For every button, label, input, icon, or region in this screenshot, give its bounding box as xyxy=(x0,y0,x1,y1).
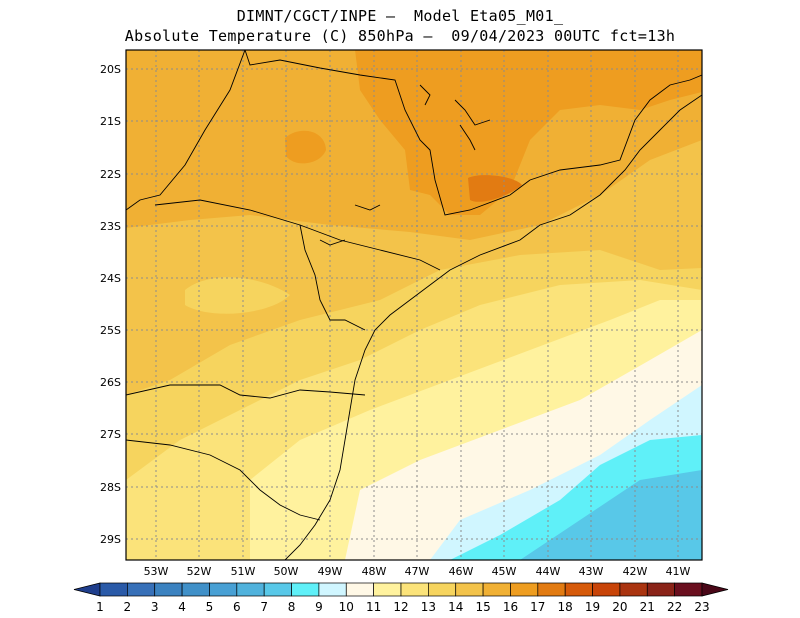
colorbar-label: 4 xyxy=(178,600,186,614)
field-14b xyxy=(185,277,290,314)
colorbar-swatch xyxy=(537,582,566,597)
colorbar-label: 13 xyxy=(421,600,436,614)
colorbar-label: 12 xyxy=(393,600,408,614)
lon-label: 48W xyxy=(362,565,387,578)
map-frame xyxy=(125,49,703,561)
colorbar-swatch xyxy=(181,582,210,597)
colorbar-swatch xyxy=(373,582,402,597)
colorbar-swatch xyxy=(127,582,156,597)
colorbar-label: 1 xyxy=(96,600,104,614)
colorbar-swatch xyxy=(154,582,183,597)
lon-label: 44W xyxy=(536,565,561,578)
colorbar-arrow-high xyxy=(701,582,729,597)
boundaries xyxy=(126,50,702,560)
lon-label: 47W xyxy=(405,565,430,578)
colorbar-swatch xyxy=(619,582,648,597)
graticule xyxy=(126,50,702,560)
lat-label: 20S xyxy=(100,63,121,76)
colorbar-swatch xyxy=(482,582,511,597)
border-paraguay xyxy=(299,224,366,331)
reservoirs xyxy=(319,84,491,246)
colorbar-swatch xyxy=(291,582,320,597)
colorbar-swatch xyxy=(564,582,593,597)
colorbar-arrow-low xyxy=(73,582,101,597)
lat-label: 27S xyxy=(100,428,121,441)
lon-label: 41W xyxy=(666,565,691,578)
lat-axis: 20S 21S 22S 23S 24S 25S 26S 27S 28S 29S xyxy=(100,63,121,546)
colorbar-label: 17 xyxy=(530,600,545,614)
colorbar-label: 2 xyxy=(124,600,132,614)
lon-label: 53W xyxy=(144,565,169,578)
colorbar-label: 20 xyxy=(612,600,627,614)
state-border-sp-pr xyxy=(154,199,441,271)
state-border-sc-rs xyxy=(126,439,321,521)
lon-label: 46W xyxy=(449,565,474,578)
colorbar-label: 23 xyxy=(694,600,709,614)
title-line-1: DIMNT/CGCT/INPE – Model Eta05_M01_ xyxy=(236,7,564,25)
lat-label: 26S xyxy=(100,376,121,389)
state-border-mg-rj xyxy=(529,74,702,181)
lat-label: 28S xyxy=(100,481,121,494)
colorbar-label: 21 xyxy=(640,600,655,614)
lon-label: 42W xyxy=(623,565,648,578)
state-border-sp-mg xyxy=(244,50,531,216)
lat-label: 22S xyxy=(100,168,121,181)
lat-label: 21S xyxy=(100,115,121,128)
colorbar-label: 22 xyxy=(667,600,682,614)
lat-label: 25S xyxy=(100,324,121,337)
colorbar-label: 16 xyxy=(503,600,518,614)
colorbar-label: 15 xyxy=(475,600,490,614)
lat-label: 29S xyxy=(100,533,121,546)
lon-label: 49W xyxy=(318,565,343,578)
colorbar-label: 10 xyxy=(339,600,354,614)
colorbar-swatch xyxy=(345,582,374,597)
colorbar-swatch xyxy=(646,582,675,597)
state-border-ms-sp xyxy=(126,50,246,211)
colorbar-swatch xyxy=(400,582,429,597)
coastline xyxy=(284,94,702,560)
title-line-2: Absolute Temperature (C) 850hPa – 09/04/… xyxy=(124,27,676,45)
lon-label: 51W xyxy=(231,565,256,578)
colorbar-swatch xyxy=(428,582,457,597)
field-18 xyxy=(468,175,522,202)
colorbar-swatch xyxy=(674,582,703,597)
colorbar-label: 6 xyxy=(233,600,241,614)
colorbar-label: 19 xyxy=(585,600,600,614)
lon-label: 50W xyxy=(274,565,299,578)
lat-label: 24S xyxy=(100,272,121,285)
colorbar-label: 7 xyxy=(260,600,268,614)
colorbar-label: 8 xyxy=(288,600,296,614)
colorbar-swatch xyxy=(592,582,621,597)
state-border-pr-sc xyxy=(126,384,366,399)
lon-label: 45W xyxy=(492,565,517,578)
colorbar-label: 14 xyxy=(448,600,463,614)
field-17b xyxy=(285,130,326,164)
colorbar-swatch xyxy=(263,582,292,597)
colorbar-swatch xyxy=(510,582,539,597)
colorbar-swatch xyxy=(455,582,484,597)
colorbar: 1 2 3 4 5 6 7 8 9 10 11 12 13 14 15 16 17 18 19 20 21 22 23 xyxy=(73,582,729,614)
colorbar-swatch xyxy=(99,582,128,597)
colorbar-swatch xyxy=(209,582,238,597)
temperature-field xyxy=(126,50,702,560)
colorbar-swatch xyxy=(318,582,347,597)
colorbar-swatch xyxy=(236,582,265,597)
colorbar-label: 18 xyxy=(558,600,573,614)
colorbar-label: 5 xyxy=(206,600,214,614)
lon-axis: 53W 52W 51W 50W 49W 48W 47W 46W 45W 44W … xyxy=(144,565,691,578)
colorbar-label: 3 xyxy=(151,600,159,614)
lon-label: 52W xyxy=(187,565,212,578)
lat-label: 23S xyxy=(100,220,121,233)
field-8 xyxy=(520,470,702,560)
colorbar-label: 11 xyxy=(366,600,381,614)
lon-label: 43W xyxy=(579,565,604,578)
colorbar-label: 9 xyxy=(315,600,323,614)
